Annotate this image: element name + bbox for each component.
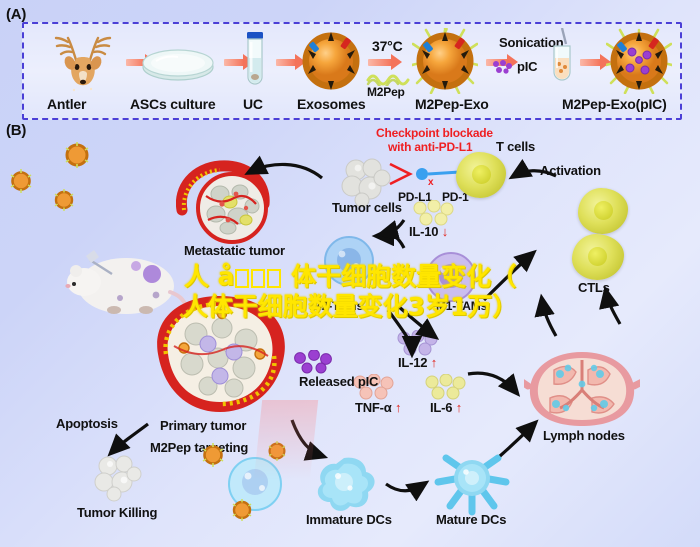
temperature-annotation: 37°C — [372, 38, 403, 54]
ctl-cell-icon — [572, 234, 624, 280]
m1-tam-cell-icon — [420, 248, 482, 306]
panel-a-step-label-exosomes: Exosomes — [297, 96, 366, 112]
pd-l1-label: PD-L1 — [398, 190, 432, 204]
panel-a-step-label-ascs: ASCs culture — [130, 96, 216, 112]
pd-l1-pd-1-interaction-icon: x — [388, 158, 492, 194]
watermark-line1-suffix: 体干细胞数量变化（ — [282, 262, 517, 291]
exosome-particle-icon — [52, 188, 76, 212]
il-10-cytokine-cluster-icon — [412, 199, 456, 226]
il-12-trend-arrow: ↑ — [430, 355, 438, 370]
il-10-name: IL-10 — [409, 224, 439, 239]
m2-tam-cell-icon — [318, 232, 380, 290]
primary-tumor-label: Primary tumor — [160, 418, 247, 433]
watermark-mojibake-char: å — [217, 262, 235, 291]
svg-text:x: x — [428, 177, 434, 188]
apoptosis-label: Apoptosis — [56, 416, 118, 431]
chinese-watermark-overlay: 人 å 体干细胞数量变化（ 人体干细胞数量变化3岁1万） — [0, 262, 700, 322]
immature-dcs-label: Immature DCs — [306, 512, 392, 527]
metastatic-tumor-icon — [175, 158, 284, 250]
dying-tumor-cell-icon — [88, 450, 146, 502]
il-12-cytokine-cluster-icon — [396, 329, 440, 356]
m2pep-exosome-pic-icon — [604, 28, 674, 95]
panel-a-step-label-m2pep-exo: M2Pep-Exo — [415, 96, 489, 112]
t-cells-label: T cells — [496, 139, 536, 154]
cytokine-il-10-label: IL-10 ↓ — [409, 224, 448, 239]
t-cell-icon — [456, 152, 506, 198]
tnf-alpha-name: TNF-α — [355, 400, 392, 415]
m2-tams-label: M2-TAMs — [312, 299, 364, 313]
tofu-box-glyph — [235, 269, 250, 288]
pd-1-label: PD-1 — [442, 190, 469, 204]
il-12-name: IL-12 — [398, 355, 428, 370]
panel-a-step-label-uc: UC — [243, 96, 263, 112]
sonication-annotation: Sonication — [499, 35, 564, 50]
m2pep-exosome-icon — [410, 26, 480, 95]
exosome-icon — [300, 30, 362, 92]
m1-tams-label: M1-TAMs — [436, 299, 488, 313]
panel-a-step-label-antler: Antler — [47, 96, 87, 112]
arrow-il10-to-m2tam — [371, 219, 406, 247]
panel-a-label: (A) — [6, 6, 27, 23]
petri-dish-icon — [140, 45, 216, 83]
lymph-node-icon — [518, 348, 646, 430]
il-6-name: IL-6 — [430, 400, 453, 415]
mature-dc-icon — [432, 448, 512, 516]
mature-dcs-label: Mature DCs — [436, 512, 507, 527]
t-cell-icon — [578, 188, 628, 234]
released-pic-particles-icon — [292, 349, 336, 374]
panel-a-step-label-m2pep-exo-pic: M2Pep-Exo(pIC) — [562, 96, 667, 112]
exosome-particle-icon — [62, 140, 92, 170]
exosome-particle-icon — [266, 440, 288, 462]
il-10-trend-arrow: ↓ — [441, 224, 449, 239]
arrow-idc-to-mdc — [385, 480, 430, 502]
exosome-particle-icon — [200, 442, 226, 468]
lymph-nodes-label: Lymph nodes — [543, 428, 625, 443]
cytokine-il-12-label: IL-12 ↑ — [398, 355, 437, 370]
tumor-cells-label: Tumor cells — [332, 200, 402, 215]
treatment-beam — [253, 400, 319, 480]
immature-dc-icon — [308, 450, 380, 516]
pic-annotation: pIC — [517, 59, 538, 74]
deer-icon — [46, 30, 122, 92]
primary-tumor-icon — [148, 290, 298, 418]
tnf-alpha-trend-arrow: ↑ — [395, 400, 402, 415]
tumor-cell-icon — [336, 152, 392, 208]
m2pep-annotation: M2Pep — [367, 85, 405, 99]
checkpoint-blockade-line2: with anti-PD-L1 — [388, 140, 473, 154]
m2pep-targeting-label: M2Pep targeting — [150, 440, 249, 455]
sonicator-icon — [545, 27, 579, 90]
watermark-line-2: 人体干细胞数量变化3岁1万） — [182, 292, 518, 321]
m2pep-wave-icon — [366, 70, 412, 90]
exosome-particle-icon — [8, 168, 34, 194]
centrifuge-tube-icon — [240, 32, 270, 92]
watermark-line1-prefix: 人 — [183, 262, 218, 291]
tnf-alpha-cytokine-cluster-icon — [352, 373, 396, 400]
cytokine-tnf-alpha-label: TNF-α ↑ — [355, 400, 402, 415]
tumor-killing-label: Tumor Killing — [77, 505, 158, 520]
arrow-to-m2tam — [375, 220, 406, 249]
exosome-particle-icon — [230, 498, 254, 522]
arrow-il6-to-lymph — [467, 371, 521, 397]
watermark-line-1: 人 å 体干细胞数量变化（ — [0, 262, 700, 292]
cytokine-il-6-label: IL-6 ↑ — [430, 400, 462, 415]
pic-particles-icon — [492, 60, 514, 74]
activation-label: Activation — [540, 163, 601, 178]
il-6-cytokine-cluster-icon — [424, 373, 468, 400]
tofu-box-glyph — [251, 269, 266, 288]
metastatic-tumor-label: Metastatic tumor — [184, 243, 285, 258]
tofu-box-glyph — [267, 269, 282, 288]
m2-macrophage-icon — [222, 452, 288, 514]
released-pic-label: Released pIC — [299, 374, 379, 389]
checkpoint-blockade-line1: Checkpoint blockade — [376, 126, 493, 140]
il-6-trend-arrow: ↑ — [455, 400, 463, 415]
mouse-icon — [60, 240, 190, 328]
panel-b-label: (B) — [6, 122, 27, 139]
